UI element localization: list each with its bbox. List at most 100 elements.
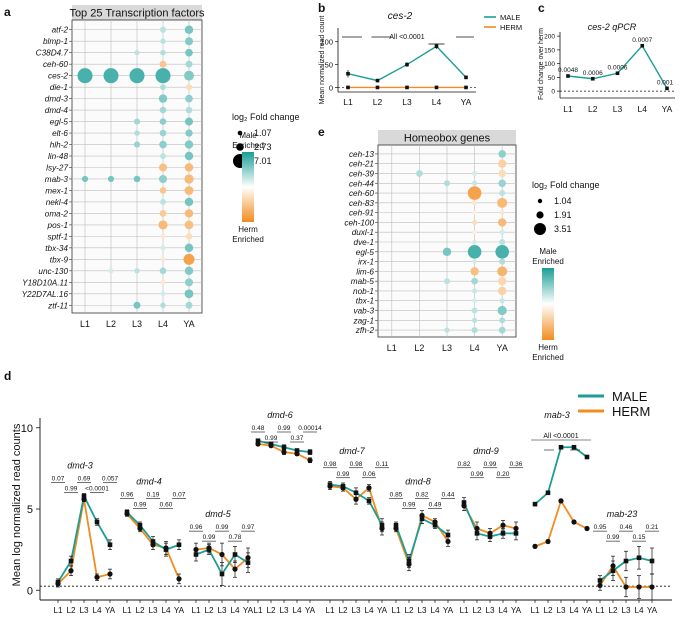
data-point-male — [636, 555, 642, 561]
x-tick-label: L1 — [530, 606, 540, 615]
x-tick-label: L4 — [638, 104, 648, 114]
bubble-point — [134, 130, 140, 136]
x-tick-label: L4 — [470, 343, 480, 353]
data-point-male — [545, 490, 551, 496]
data-point-male — [366, 498, 372, 504]
data-point — [346, 71, 350, 76]
x-tick-label: L1 — [459, 606, 469, 615]
x-tick-label: L1 — [122, 606, 132, 615]
pvalue-label: 0.99 — [403, 502, 416, 509]
data-point-male — [474, 531, 480, 536]
gene-label: ceh-100 — [344, 218, 374, 227]
chart-title: ces-2 qPCR — [588, 22, 637, 32]
data-point-herm — [68, 568, 74, 574]
bubble-point — [133, 175, 141, 183]
data-point-male — [610, 568, 616, 574]
data-point-herm — [219, 551, 225, 558]
gene-label: egl-5 — [356, 248, 375, 257]
gene-label: ceh-39 — [349, 169, 374, 178]
bubble-point — [472, 210, 477, 215]
y-tick-label: 0 — [551, 89, 555, 96]
bubble-point — [159, 140, 167, 149]
bubble-point — [442, 247, 452, 256]
data-point-herm — [584, 525, 590, 532]
bubble-point — [155, 68, 171, 84]
data-point-male — [232, 552, 238, 557]
size-legend-dot — [534, 223, 546, 235]
gene-label: zag-1 — [353, 316, 374, 325]
data-point-herm — [232, 566, 238, 572]
bubble-point — [498, 276, 507, 286]
gene-label: lim-6 — [356, 267, 374, 276]
gene-label: hlh-2 — [50, 141, 69, 150]
y-tick-label: 10 — [21, 423, 33, 435]
x-tick-label: YA — [647, 606, 658, 615]
x-tick-label: L2 — [414, 343, 424, 353]
x-tick-label: L2 — [106, 319, 116, 329]
data-point-herm — [94, 574, 100, 580]
gene-label: tbx-1 — [356, 297, 374, 306]
series-line-herm — [534, 498, 588, 548]
gene-label: ceh-21 — [349, 160, 374, 169]
pvalue-label: 0.99 — [471, 471, 484, 478]
bubble-point — [183, 253, 195, 265]
bubble-point — [158, 220, 168, 230]
data-point-male — [124, 509, 130, 515]
x-tick-label: L3 — [148, 606, 158, 615]
bubble-point — [184, 278, 194, 287]
data-point-male — [649, 558, 655, 564]
bubble-point — [129, 68, 145, 84]
color-legend-bar — [242, 152, 254, 222]
x-tick-label: YA — [174, 606, 185, 615]
x-tick-label: L4 — [569, 606, 579, 615]
gene-label: mab-3 — [45, 175, 69, 184]
pvalue-label: 0.95 — [594, 524, 607, 531]
gene-label: dmd-4 — [45, 106, 69, 115]
color-legend-bottom-line1: Herm — [538, 343, 558, 352]
data-point-herm — [107, 571, 113, 577]
annotation-text: All <0.0001 — [543, 433, 578, 440]
bubble-point — [185, 94, 193, 103]
gene-label: ceh-91 — [349, 209, 374, 218]
panel-a-tf-bubble-chart: Top 25 Transcription factors L1 L2 L3 L4 YA at… — [22, 5, 300, 329]
bubble-point — [472, 230, 477, 235]
data-point-herm — [571, 519, 577, 525]
bubble-point — [184, 220, 194, 230]
x-tick-label: YA — [305, 606, 316, 615]
data-point — [375, 78, 380, 83]
y-axis-label: Mean log normalized read counts — [11, 423, 23, 586]
bubble-point — [499, 239, 506, 245]
data-point-male — [406, 558, 412, 564]
bubble-point — [184, 25, 194, 34]
bubble-point — [499, 190, 506, 197]
legend-label-herm: HERM — [500, 23, 522, 32]
data-point-herm — [176, 576, 182, 582]
annotation-text: All <0.0001 — [389, 34, 424, 41]
data-point-male — [255, 438, 261, 444]
x-tick-label: L4 — [634, 606, 644, 615]
pvalue-label: 0.98 — [350, 461, 363, 468]
x-tick-label: L4 — [364, 606, 374, 615]
x-tick-label: L4 — [292, 606, 302, 615]
data-point — [405, 85, 409, 90]
bubble-point — [416, 170, 423, 177]
size-legend-dot — [536, 211, 544, 219]
data-point-male — [68, 558, 74, 564]
gene-title: dmd-4 — [136, 477, 162, 487]
size-legend-value: 1.07 — [254, 128, 272, 138]
gene-title: dmd-9 — [473, 446, 499, 456]
data-point — [346, 85, 350, 90]
gene-label: oma-2 — [45, 209, 69, 218]
series-line-male — [57, 493, 111, 583]
pvalue-label: 0.98 — [324, 461, 337, 468]
data-point-male — [445, 532, 451, 538]
pvalue-label: 0.057 — [102, 475, 119, 482]
pvalue-label: 0.99 — [265, 435, 278, 442]
bubble-point — [133, 301, 141, 309]
y-tick-label: 100 — [320, 38, 333, 47]
pvalue-label: 0.00014 — [298, 425, 322, 432]
x-tick-label: L1 — [387, 343, 397, 353]
bubble-point — [184, 209, 194, 218]
